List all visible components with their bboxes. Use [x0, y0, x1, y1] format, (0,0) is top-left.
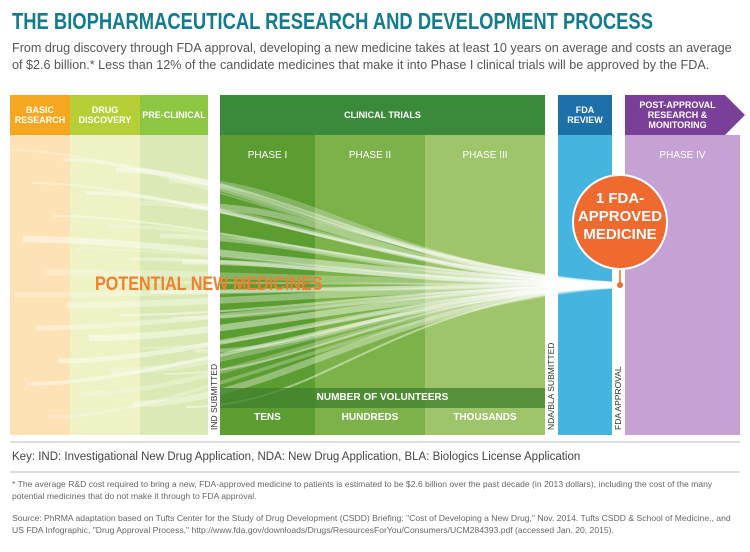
funnel-strand [141, 284, 619, 349]
phase1-body [220, 135, 315, 435]
funnel-strand [106, 224, 619, 287]
phase-label: PHASE III [462, 150, 508, 161]
funnel-strand [57, 282, 619, 364]
funnel-strand [88, 281, 619, 342]
stage-label: BASIC RESEARCH [14, 105, 66, 125]
funnel-strand [48, 283, 619, 419]
milestone-label: IND SUBMITTED [209, 363, 219, 430]
volunteers-level: HUNDREDS [341, 412, 399, 423]
outcome-line: MEDICINE [583, 226, 657, 243]
outcome-line: APPROVED [577, 208, 663, 225]
funnel-strand [35, 282, 619, 331]
title: THE BIOPHARMACEUTICAL RESEARCH AND DEVEL… [12, 8, 653, 34]
funnel-strand [119, 284, 619, 316]
funnel-strand [44, 268, 619, 289]
funnel-strand [97, 281, 619, 286]
phase-label: PHASE II [348, 150, 392, 161]
funnel-strand [172, 283, 619, 320]
volunteers-band [220, 388, 545, 408]
funnel-label: POTENTIAL NEW MEDICINES [95, 274, 323, 295]
funnel-strand [159, 233, 619, 288]
funnel-strand [190, 202, 619, 289]
stage-label: FDA REVIEW [567, 105, 603, 125]
stage-label: CLINICAL TRIALS [344, 110, 421, 120]
phase2-body [315, 135, 425, 435]
milestone-label: NDA/BLA SUBMITTED [546, 342, 556, 430]
funnel-strand [84, 191, 619, 287]
preclinical-header [140, 95, 208, 135]
clinical-header [220, 95, 545, 135]
discovery-body [70, 135, 140, 435]
funnel-strand [31, 182, 619, 286]
outcome-circle [572, 174, 668, 270]
funnel-strand [62, 158, 619, 287]
phase-label: PHASE IV [659, 150, 706, 161]
funnel-strand [128, 257, 619, 287]
funnel-strand [79, 282, 619, 397]
outcome-dot [617, 282, 623, 288]
volunteers-level: TENS [254, 412, 281, 423]
funnel-strand [115, 167, 619, 288]
post-approval-header [625, 95, 745, 135]
stage-label: PRE-CLINICAL [142, 110, 206, 120]
source: Source: PhRMA adaptation based on Tufts … [12, 513, 731, 535]
funnel-strand [181, 259, 619, 288]
volunteers-level: THOUSANDS [453, 412, 517, 423]
funnel-strand [22, 235, 619, 289]
basic-body [10, 135, 70, 435]
stage-label: DRUG DISCOVERY [78, 105, 132, 125]
outcome-label: 1 FDA- APPROVED MEDICINE [573, 190, 667, 244]
funnel-strand [137, 200, 619, 288]
funnel-strand [194, 283, 619, 353]
volunteers-title: NUMBER OF VOLUNTEERS [316, 392, 449, 403]
funnel-strand [110, 281, 619, 375]
funnel-strand [132, 281, 619, 408]
funnel-strand [53, 215, 619, 286]
milestone-label: FDA APPROVAL [613, 366, 623, 430]
outcome-line: 1 FDA- [595, 190, 645, 207]
funnel-strand [13, 282, 619, 298]
funnel-strand [75, 248, 619, 286]
funnel [9, 149, 619, 419]
review-header [558, 95, 612, 135]
stage-label: POST-APPROVAL RESEARCH & MONITORING [639, 100, 716, 130]
funnel-strand [9, 149, 619, 286]
funnel-strand [26, 283, 619, 386]
funnel-strand [168, 176, 619, 289]
footnote: * The average R&D cost required to bring… [12, 479, 713, 501]
key: Key: IND: Investigational New Drug Appli… [12, 451, 581, 463]
basic-header [10, 95, 70, 135]
funnel-strand [66, 281, 619, 309]
preclinical-body [140, 135, 208, 435]
funnel-strand [163, 284, 619, 375]
subtitle: From drug discovery through FDA approval… [12, 41, 732, 72]
phase-label: PHASE I [247, 150, 288, 161]
discovery-header [70, 95, 140, 135]
funnel-strand [150, 283, 619, 294]
phase3-body [425, 135, 545, 435]
